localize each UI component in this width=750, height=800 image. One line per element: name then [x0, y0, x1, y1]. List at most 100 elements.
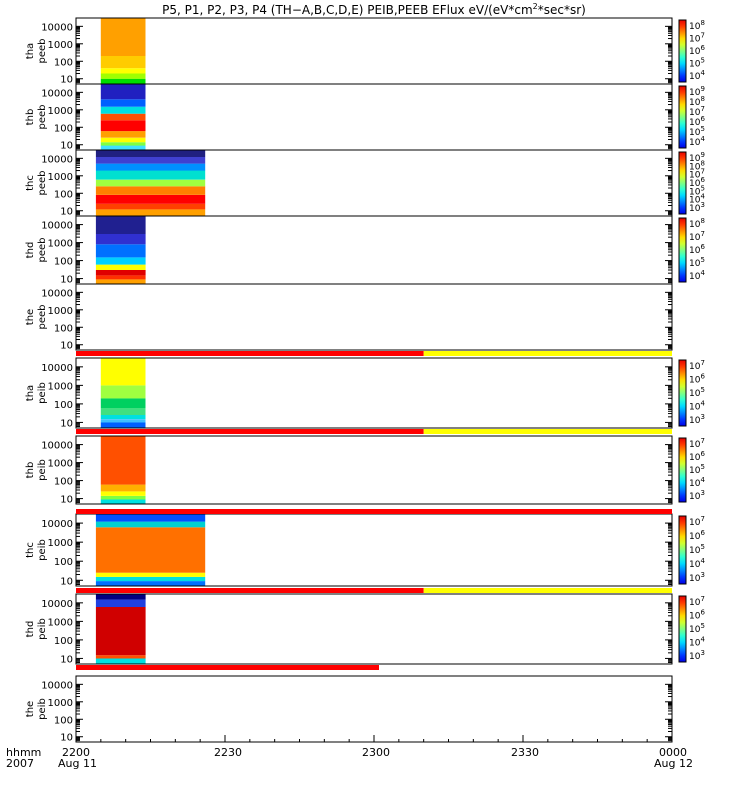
panel-9-colorbar-tick: 105: [689, 622, 705, 635]
panel-4-band-3: [95, 270, 146, 276]
mode-bar-1-segment-2: [423, 351, 672, 356]
panel-7-ytick-label-100: 100: [54, 477, 73, 488]
panel-3-ytick-label-10000: 10000: [41, 154, 73, 165]
panel-9-colorbar: [678, 595, 687, 663]
panel-4-colorbar-tick: 108: [689, 217, 705, 230]
panel-3-band-6: [95, 170, 206, 180]
panel-9-band-1: [95, 658, 146, 664]
panel-4-colorbar-exponent: 7: [700, 230, 704, 238]
panel-4-band-7: [95, 234, 146, 245]
panel-4-colorbar-exponent: 4: [700, 269, 705, 277]
panel-6-probe-label: tha: [25, 385, 36, 401]
mode-bar-4-segment-2: [423, 588, 672, 593]
mode-bar-2-segment-1: [76, 429, 424, 434]
panel-10-ytick-label-1000: 1000: [48, 698, 73, 709]
x-tick-label-0000: 0000: [659, 746, 687, 759]
panel-9-colorbar-tick: 107: [689, 595, 705, 608]
panel-4-band-4: [95, 264, 146, 270]
panel-3-ytick-label-10: 10: [60, 207, 73, 218]
panel-9-probe-label: thd: [25, 621, 36, 638]
panel-6-ytick-label-100: 100: [54, 400, 73, 411]
title-suffix: *sec*sr): [537, 3, 586, 17]
panel-3-colorbar: [678, 151, 687, 215]
panel-2-colorbar-exponent: 4: [700, 135, 705, 143]
mode-bar-4-segment-1: [76, 588, 424, 593]
panel-2-ytick-label-100: 100: [54, 123, 73, 134]
panel-8-colorbar-exponent: 6: [700, 529, 705, 537]
panel-4-band-1: [95, 279, 146, 284]
panel-6-band-1: [100, 422, 146, 428]
panel-9-colorbar-exponent: 7: [700, 595, 704, 603]
panel-8-colorbar-exponent: 3: [700, 571, 704, 579]
panel-6-ytick-label-10000: 10000: [41, 363, 73, 374]
panel-8-ytick-label-10: 10: [60, 576, 73, 587]
panel-9-ytick-label-10000: 10000: [41, 599, 73, 610]
panel-8-colorbar-tick: 103: [689, 571, 705, 584]
panel-5-frame: [75, 283, 673, 351]
panel-7-colorbar-exponent: 3: [700, 489, 704, 497]
chart-title: P5, P1, P2, P3, P4 (TH−A,B,C,D,E) PEIB,P…: [76, 2, 672, 17]
panel-3-band-5: [95, 179, 206, 187]
panel-3-colorbar-exponent: 7: [700, 168, 704, 176]
panel-2-probe-label: thb: [25, 109, 36, 126]
panel-1-band-4: [100, 56, 146, 69]
panel-2-band-5: [100, 120, 146, 132]
panel-4-probe-label: thd: [25, 242, 36, 259]
panel-3-band-7: [95, 163, 206, 171]
panel-1-band-2: [100, 73, 146, 79]
panel-2-band-7: [100, 106, 146, 114]
panel-2-ytick-label-10: 10: [60, 141, 73, 152]
panel-9-ytick-label-1000: 1000: [48, 617, 73, 628]
panel-6-colorbar-tick: 105: [689, 386, 705, 399]
panel-10-ytick-label-10000: 10000: [41, 680, 73, 691]
panel-4-band-2: [95, 275, 146, 280]
panel-9-band-2: [95, 655, 146, 659]
panel-1-colorbar-tick: 104: [689, 69, 705, 82]
panel-8-ytick-label-10000: 10000: [41, 519, 73, 530]
panel-2-ytick-label-10000: 10000: [41, 88, 73, 99]
panel-5-ytick-label-10000: 10000: [41, 288, 73, 299]
x-axis-unit-label: hhmm: [6, 746, 42, 759]
panel-2-colorbar: [678, 85, 687, 149]
panel-1-frame: [75, 17, 673, 85]
panel-8-colorbar-exponent: 7: [700, 515, 704, 523]
panel-9-colorbar-exponent: 4: [700, 636, 705, 644]
panel-4-band-8: [95, 216, 146, 234]
panel-6-band-6: [100, 385, 146, 399]
panel-4-colorbar: [678, 217, 687, 283]
panel-8-colorbar-tick: 105: [689, 543, 705, 556]
mode-bar-3-segment-1: [76, 509, 672, 514]
panel-8-band-2: [95, 576, 206, 582]
panel-4-ytick-label-1000: 1000: [48, 239, 73, 250]
mode-bar-5-segment-1: [76, 665, 379, 670]
panel-10-ytick-label-100: 100: [54, 715, 73, 726]
panel-7-product-label: peib: [37, 459, 48, 481]
panel-3-product-label: peeb: [37, 171, 48, 196]
panel-8-probe-label: thc: [25, 542, 36, 558]
panel-2-ytick-label-1000: 1000: [48, 106, 73, 117]
panel-1-colorbar-tick: 108: [689, 19, 705, 32]
x-tick-label-2330: 2330: [511, 746, 539, 759]
title-superscript: 2: [532, 2, 538, 11]
panel-6-frame: [75, 357, 673, 429]
panel-9-band-3: [95, 607, 146, 656]
panel-8-ytick-label-100: 100: [54, 557, 73, 568]
panel-3-ytick-label-100: 100: [54, 189, 73, 200]
x-tick-label-2300: 2300: [362, 746, 390, 759]
panel-7-colorbar-exponent: 5: [700, 463, 704, 471]
panel-7-ytick-label-1000: 1000: [48, 459, 73, 470]
panel-9-ytick-label-100: 100: [54, 636, 73, 647]
panel-4-colorbar-exponent: 5: [700, 256, 704, 264]
panel-6-colorbar-exponent: 6: [700, 373, 705, 381]
panel-9-ytick-label-10: 10: [60, 654, 73, 665]
panel-4-colorbar-tick: 106: [689, 243, 705, 256]
panel-1-colorbar-exponent: 8: [700, 19, 704, 27]
panel-10-product-label: peib: [37, 698, 48, 720]
panel-7-colorbar-exponent: 7: [700, 437, 704, 445]
panel-1-probe-label: tha: [25, 43, 36, 59]
panel-8-colorbar-tick: 104: [689, 557, 705, 570]
panel-7-band-5: [100, 436, 146, 485]
panel-4-colorbar-exponent: 6: [700, 243, 705, 251]
panel-7-band-1: [100, 499, 146, 504]
panel-2-band-1: [100, 145, 146, 150]
